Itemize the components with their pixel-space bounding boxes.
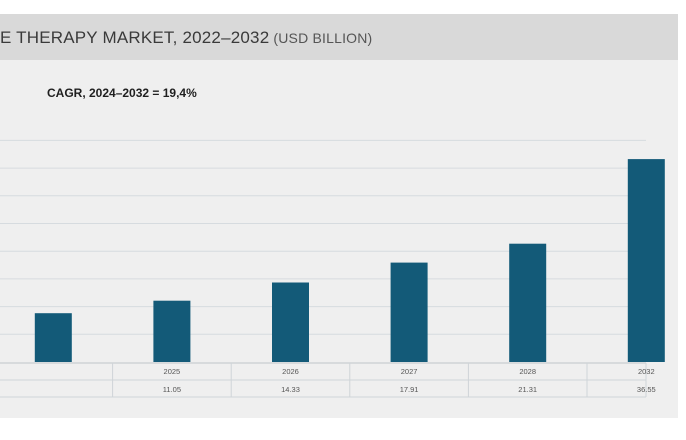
bar-2025 <box>153 300 191 362</box>
x-tick-label: 2032 <box>638 367 655 376</box>
x-tick-label: 2027 <box>401 367 418 376</box>
value-label: 36.55 <box>637 385 656 394</box>
value-label: 14.33 <box>281 385 300 394</box>
value-label: 21.31 <box>518 385 537 394</box>
data-table: 2025 11.05 2026 14.33 2027 17.91 2028 21.31 2032… <box>0 362 656 398</box>
value-label: 17.91 <box>400 385 419 394</box>
x-tick-label: 2025 <box>164 367 181 376</box>
value-label: 11.05 <box>163 385 181 394</box>
bar-2032 <box>627 159 665 362</box>
bars <box>34 159 665 362</box>
chart-title-text: E THERAPY MARKET, 2022–2032 <box>0 28 270 47</box>
chart-title-unit: (USD BILLION) <box>273 30 373 46</box>
x-tick-label: 2026 <box>282 367 299 376</box>
bar-2026 <box>272 282 309 362</box>
chart-panel: E THERAPY MARKET, 2022–2032 (USD BILLION) <box>0 14 678 418</box>
cagr-annotation: CAGR, 2024–2032 = 19,4% <box>47 86 197 100</box>
chart-title: E THERAPY MARKET, 2022–2032 (USD BILLION) <box>0 28 372 48</box>
bar-2027 <box>390 262 428 362</box>
bar-partial <box>34 313 72 362</box>
x-tick-label: 2028 <box>519 367 536 376</box>
grid-lines <box>0 139 646 335</box>
bar-2028 <box>509 243 547 362</box>
title-bar: E THERAPY MARKET, 2022–2032 (USD BILLION) <box>0 14 678 60</box>
